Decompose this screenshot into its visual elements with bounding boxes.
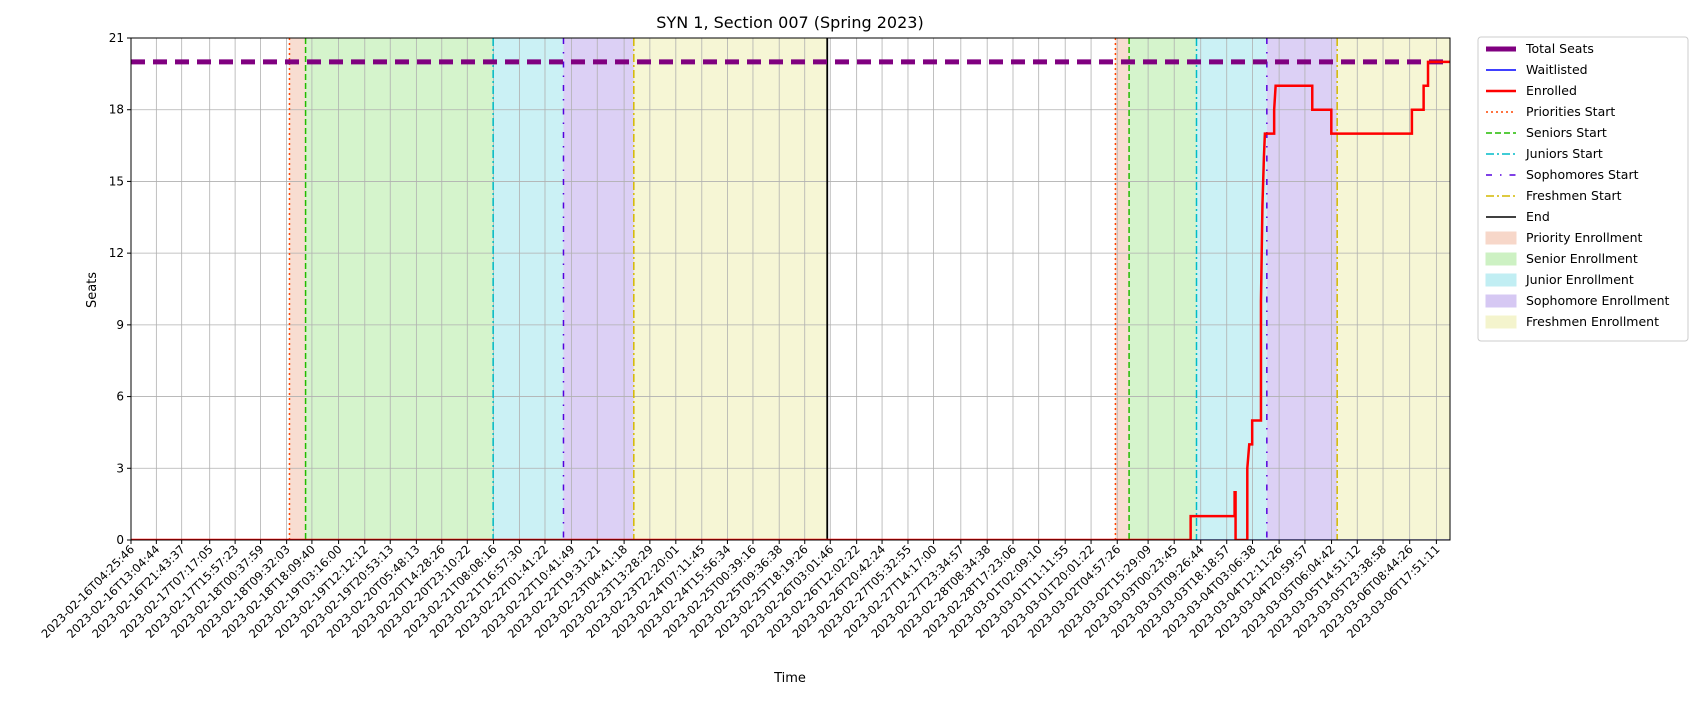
legend: Total Seats Waitlisted Enrolled Priorities … xyxy=(1477,36,1689,342)
span-senior-enrollment xyxy=(1129,38,1197,540)
legend-label: End xyxy=(1526,209,1550,224)
span-sophomore-enrollment xyxy=(563,38,634,540)
legend-swatch xyxy=(1485,273,1517,287)
legend-item: Juniors Start xyxy=(1486,146,1603,161)
plot-frame xyxy=(130,37,1451,541)
y-tick-label: 0 xyxy=(116,533,124,547)
legend-item: Priorities Start xyxy=(1486,104,1615,119)
legend-item: Enrolled xyxy=(1486,83,1577,98)
x-axis-label: Time xyxy=(773,671,806,686)
legend-label: Total Seats xyxy=(1525,41,1594,56)
legend-item: Priority Enrollment xyxy=(1485,230,1643,245)
y-tick-label: 21 xyxy=(109,31,124,45)
legend-label: Enrolled xyxy=(1526,83,1577,98)
legend-label: Seniors Start xyxy=(1526,125,1607,140)
y-tick-label: 9 xyxy=(116,318,124,332)
span-freshmen-enrollment xyxy=(1337,38,1450,540)
span-senior-enrollment xyxy=(305,38,494,540)
legend-label: Priorities Start xyxy=(1526,104,1615,119)
legend-item: Freshmen Enrollment xyxy=(1485,314,1659,329)
legend-item: Sophomore Enrollment xyxy=(1485,293,1670,308)
legend-label: Senior Enrollment xyxy=(1526,251,1638,266)
y-tick-label: 12 xyxy=(109,246,124,260)
legend-label: Sophomore Enrollment xyxy=(1526,293,1670,308)
y-axis-label: Seats xyxy=(85,272,100,308)
span-junior-enrollment xyxy=(493,38,564,540)
legend-label: Juniors Start xyxy=(1525,146,1603,161)
legend-item: Junior Enrollment xyxy=(1485,272,1634,287)
y-tick-label: 3 xyxy=(116,461,124,475)
legend-item: Total Seats xyxy=(1486,41,1594,56)
legend-swatch xyxy=(1485,294,1517,308)
y-tick-label: 6 xyxy=(116,390,124,404)
legend-label: Priority Enrollment xyxy=(1526,230,1643,245)
legend-item: Sophomores Start xyxy=(1486,167,1639,182)
plot-area xyxy=(131,38,1450,540)
span-priority-enrollment xyxy=(1115,38,1130,540)
legend-label: Sophomores Start xyxy=(1526,167,1639,182)
legend-label: Waitlisted xyxy=(1526,62,1588,77)
legend-swatch xyxy=(1485,252,1517,266)
span-sophomore-enrollment xyxy=(1266,38,1338,540)
series-enrolled xyxy=(131,60,1450,540)
span-priority-enrollment xyxy=(289,38,306,540)
legend-swatch xyxy=(1485,315,1517,329)
legend-item: Freshmen Start xyxy=(1486,188,1622,203)
legend-label: Freshmen Enrollment xyxy=(1526,314,1659,329)
y-tick-label: 18 xyxy=(109,103,124,117)
legend-label: Junior Enrollment xyxy=(1525,272,1634,287)
y-tick-label: 15 xyxy=(109,174,124,188)
legend-label: Freshmen Start xyxy=(1526,188,1622,203)
span-freshmen-enrollment xyxy=(633,38,828,540)
legend-frame xyxy=(1477,36,1689,342)
span-junior-enrollment xyxy=(1196,38,1267,540)
legend-item: End xyxy=(1486,209,1550,224)
legend-swatch xyxy=(1485,231,1517,245)
legend-item: Waitlisted xyxy=(1486,62,1588,77)
chart-title: SYN 1, Section 007 (Spring 2023) xyxy=(656,13,923,32)
legend-item: Seniors Start xyxy=(1486,125,1607,140)
legend-item: Senior Enrollment xyxy=(1485,251,1638,266)
